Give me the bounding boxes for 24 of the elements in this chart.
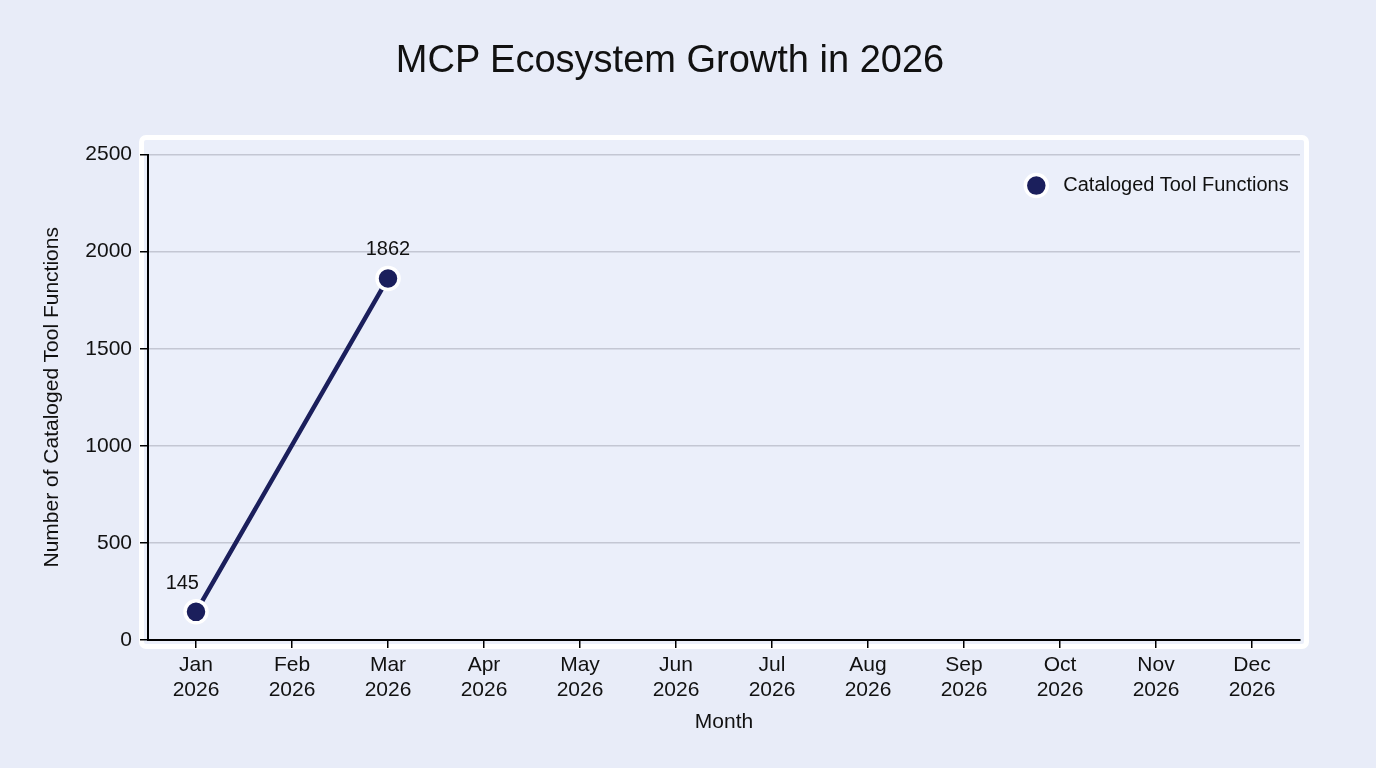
x-tick-label: Jun 2026 — [652, 652, 700, 700]
x-axis-title: Month — [694, 709, 754, 733]
data-label: 1862 — [365, 236, 411, 259]
x-tick-label: Aug 2026 — [844, 652, 892, 700]
x-tick-label: May 2026 — [556, 652, 604, 700]
x-tick-label: Mar 2026 — [364, 652, 412, 700]
x-tick-label: Feb 2026 — [268, 652, 316, 700]
y-tick-label: 2000 — [85, 238, 132, 262]
y-tick-label: 1000 — [85, 432, 132, 456]
y-tick-label: 2500 — [85, 141, 132, 165]
x-tick-label: Jan 2026 — [172, 652, 220, 700]
x-tick-label: Nov 2026 — [1132, 652, 1180, 700]
y-axis-title: Number of Cataloged Tool Functions — [39, 227, 63, 568]
x-tick-label: Sep 2026 — [940, 652, 988, 700]
data-label: 145 — [165, 571, 199, 594]
x-tick-label: Apr 2026 — [460, 652, 508, 700]
y-tick-label: 500 — [96, 529, 132, 553]
chart-title: MCP Ecosystem Growth in 2026 — [395, 38, 945, 81]
y-tick-label: 0 — [120, 626, 132, 650]
x-tick-label: Jul 2026 — [748, 652, 796, 700]
legend-label: Cataloged Tool Functions — [1063, 173, 1289, 196]
y-tick-label: 1500 — [85, 335, 132, 359]
x-tick-label: Dec 2026 — [1228, 652, 1276, 700]
x-tick-label: Oct 2026 — [1036, 652, 1084, 700]
